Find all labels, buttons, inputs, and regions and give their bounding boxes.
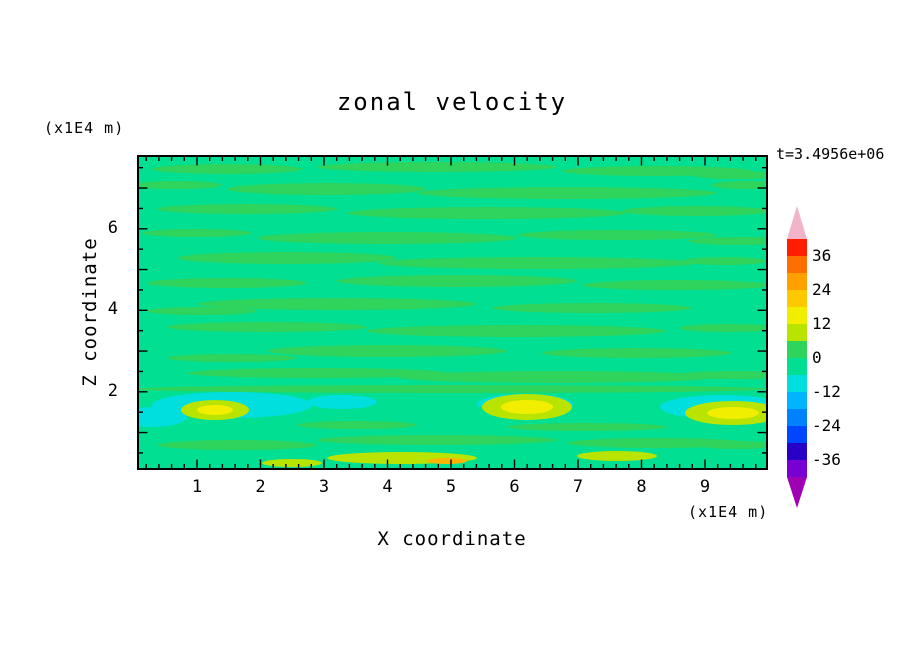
x-tick-label: 5 (445, 477, 457, 497)
x-axis-title: X coordinate (377, 528, 527, 550)
x-tick-label: 7 (572, 477, 584, 497)
x-tick-label: 1 (191, 477, 203, 497)
colorbar-tick-label: 36 (812, 246, 832, 265)
colorbar-tick-label: -24 (812, 416, 841, 435)
x-tick-label: 8 (636, 477, 647, 497)
colorbar-tick-label: 12 (812, 314, 832, 333)
colorbar-tick-label: -12 (812, 382, 841, 401)
plot-title: zonal velocity (336, 88, 568, 116)
x-tick-label: 9 (699, 477, 711, 497)
z-tick-label: 4 (107, 299, 118, 320)
x-tick-label: 2 (255, 477, 266, 497)
colorbar (787, 206, 807, 508)
y-axis-unit-label: (x1E4 m) (44, 119, 125, 137)
x-tick-label: 6 (509, 477, 520, 497)
colorbar-tick-label: 24 (812, 280, 832, 299)
time-annotation: t=3.4956e+06 (776, 145, 885, 163)
x-tick-label: 3 (318, 477, 330, 497)
z-tick-label: 2 (107, 380, 118, 401)
z-tick-label: 6 (107, 217, 118, 238)
x-axis-unit-label: (x1E4 m) (688, 503, 769, 521)
colorbar-tick-label: 0 (812, 348, 822, 367)
x-tick-label: 4 (382, 477, 393, 497)
contour-plot-area (137, 155, 768, 470)
colorbar-tick-label: -36 (812, 450, 841, 469)
